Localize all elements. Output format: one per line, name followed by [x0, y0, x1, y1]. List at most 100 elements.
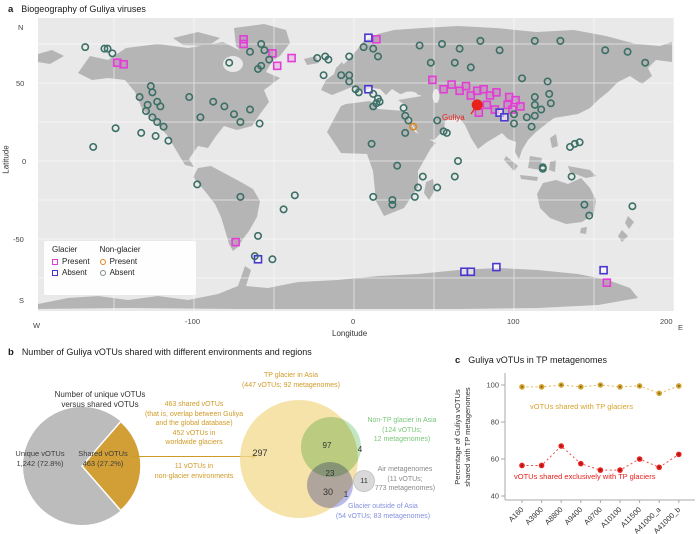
map-marker-square — [516, 102, 525, 111]
map-marker-circle — [641, 58, 650, 67]
map-marker-circle — [410, 192, 419, 201]
map-marker-circle — [495, 46, 504, 55]
map-marker-circle — [265, 55, 274, 64]
panel-a-letter: a — [8, 4, 14, 15]
map-marker-circle — [236, 118, 245, 127]
map-marker-circle — [185, 93, 194, 102]
map-marker-circle — [476, 36, 485, 45]
venn-outside-label-line2: (54 vOTUs; 83 metagenomes) — [335, 512, 431, 520]
map-marker-circle — [81, 43, 90, 52]
pie-unique-name: Unique vOTUs — [15, 449, 65, 458]
map-marker-circle — [279, 205, 288, 214]
map-marker-square — [492, 88, 501, 97]
tp-metagenomes-chart: 100806040A160A3900A8800A9400A9700A10100A… — [453, 373, 695, 534]
map-marker-circle — [453, 157, 462, 166]
map-marker-circle — [388, 200, 397, 209]
panel-c-title-text: Guliya vOTUs in TP metagenomes — [468, 355, 608, 365]
data-point — [538, 462, 545, 469]
map-marker-circle — [404, 116, 413, 125]
shared-votus-arrow — [132, 453, 257, 459]
map-marker-circle — [345, 52, 354, 61]
map-marker-circle — [290, 191, 299, 200]
lon-tick-e: E — [678, 323, 684, 332]
map-marker-circle — [156, 102, 165, 111]
y-tick-label: 80 — [491, 418, 499, 427]
map-marker-circle — [255, 119, 264, 128]
map-marker-square — [495, 108, 504, 117]
map-marker-circle — [108, 49, 117, 58]
x-tick-label: A10100 — [599, 505, 624, 530]
lat-tick-0: 0 — [22, 157, 27, 166]
map-marker-circle — [570, 139, 579, 148]
map-marker-square — [455, 86, 464, 96]
data-point — [519, 462, 525, 469]
map-marker-square — [239, 39, 248, 49]
map-marker-square — [479, 84, 488, 94]
glacier-present-marker-icon — [52, 258, 58, 265]
lat-tick-s: S — [19, 296, 25, 305]
map-marker-circle — [450, 58, 459, 67]
venn-label-nontp-glacier: Non-TP glacier in Asia (124 vOTUs; 12 me… — [358, 416, 446, 445]
map-marker-circle — [437, 39, 446, 48]
map-legend: Glacier Present Absent Non-glacier Prese… — [44, 241, 196, 295]
map-marker-circle — [209, 97, 218, 106]
map-marker-circle — [103, 44, 112, 53]
glacier-absent-marker-icon — [52, 269, 58, 276]
data-point-center — [599, 383, 602, 387]
map-marker-circle — [585, 211, 594, 220]
data-point — [636, 383, 643, 389]
data-point-center — [638, 384, 641, 388]
map-marker-circle — [359, 43, 368, 52]
venn-count-tp-nontp-outside: 23 — [325, 469, 335, 478]
arrow-line2: (that is, overlap between Guliya — [144, 410, 244, 418]
pie-label-unique: Unique vOTUs 1,242 (72.8%) — [0, 449, 80, 469]
map-marker-circle — [153, 118, 162, 127]
map-marker-circle — [393, 161, 402, 170]
map-marker-circle — [388, 196, 397, 205]
panel-c-title: c Guliya vOTUs in TP metagenomes — [455, 355, 607, 366]
map-marker-circle — [142, 107, 151, 116]
map-marker-circle — [530, 36, 539, 45]
map-marker-circle — [543, 77, 552, 86]
legend-glacier-absent: Absent — [52, 268, 90, 277]
data-point — [656, 390, 662, 397]
data-point — [578, 384, 584, 390]
venn-label-outside: Glacier outside of Asia (54 vOTUs; 83 me… — [322, 502, 444, 521]
arrow-annotation-bottom: 11 vOTUs in non-glacier environments — [130, 462, 258, 481]
map-marker-circle — [545, 89, 554, 98]
data-point-center — [658, 466, 661, 469]
lon-tick-100: 100 — [507, 317, 520, 326]
map-marker-square — [492, 262, 501, 272]
y-tick-label: 40 — [491, 492, 499, 501]
map-marker-circle — [556, 36, 565, 45]
series-line — [522, 384, 679, 394]
lon-tick--100: -100 — [185, 317, 201, 326]
map-marker-circle — [313, 54, 322, 63]
data-point — [656, 464, 662, 471]
map-marker-square — [466, 91, 476, 100]
pie-slice-shared — [81, 420, 142, 512]
data-point-center — [658, 392, 661, 395]
map-marker-square — [428, 75, 437, 85]
pie-heading-line2: versus shared vOTUs — [61, 400, 139, 409]
venn-air-label-line2: (11 vOTUs; — [387, 475, 423, 483]
lon-tick-0: 0 — [351, 317, 356, 326]
map-marker-circle — [268, 255, 277, 264]
map-marker-square — [119, 59, 128, 69]
map-marker-circle — [517, 74, 526, 83]
legend-nonglacier-title: Non-glacier — [99, 245, 141, 254]
latitude-axis-label: Latitude — [1, 145, 11, 174]
venn-label-tp-glacier: TP glacier in Asia (447 vOTUs; 92 metage… — [230, 371, 352, 390]
data-point-center — [638, 457, 641, 461]
data-point — [578, 460, 584, 467]
map-marker-square — [364, 33, 373, 43]
map-marker-circle — [433, 116, 442, 125]
data-point-center — [560, 383, 563, 387]
map-marker-circle — [260, 46, 269, 55]
map-data-points — [81, 33, 650, 287]
venn-nontp-label-line1: Non-TP glacier in Asia — [367, 417, 437, 424]
map-marker-circle — [413, 183, 422, 192]
map-marker-circle — [367, 139, 376, 148]
venn-tp-label-line1: TP glacier in Asia — [264, 372, 318, 379]
data-point — [519, 384, 525, 390]
